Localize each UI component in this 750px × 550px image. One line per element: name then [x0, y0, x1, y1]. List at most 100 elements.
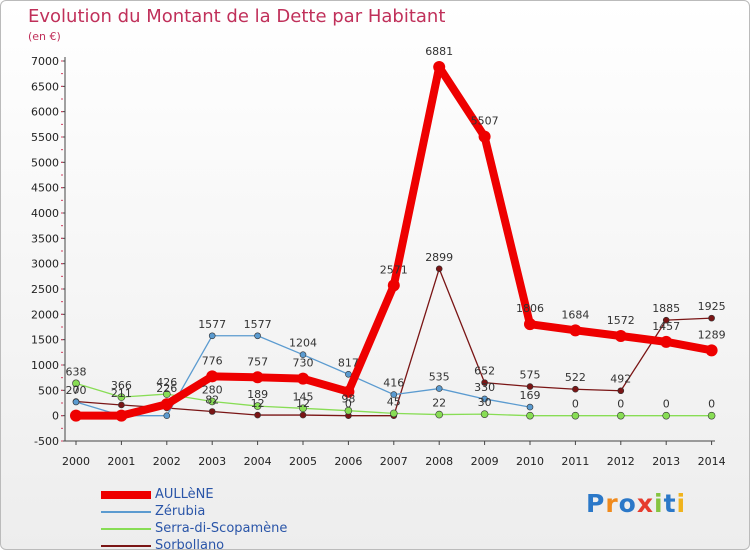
- data-point: [526, 403, 534, 411]
- data-point: [435, 265, 443, 273]
- data-label: 280: [202, 383, 223, 396]
- data-label: 330: [474, 381, 495, 394]
- data-point: [662, 411, 671, 420]
- data-label: 6881: [425, 45, 453, 58]
- data-label: 12: [251, 397, 265, 410]
- data-point: [345, 370, 352, 378]
- data-label: 522: [565, 371, 586, 384]
- chart-subtitle: (en €): [28, 30, 61, 43]
- data-label: 0: [617, 398, 624, 411]
- data-label: 22: [432, 397, 446, 410]
- data-point: [572, 385, 579, 393]
- data-label: 30: [478, 396, 492, 409]
- data-label: 1885: [652, 302, 680, 315]
- data-label: 189: [247, 388, 268, 401]
- data-point: [526, 411, 534, 420]
- data-point: [72, 379, 80, 388]
- data-label: 1577: [244, 318, 272, 331]
- data-point: [160, 398, 173, 411]
- y-tick-label: 6000: [31, 106, 59, 119]
- data-label: 652: [474, 365, 495, 378]
- legend-swatch-serra-di-scopamene: [101, 528, 151, 530]
- legend-swatch-sorbollano: [101, 545, 151, 547]
- logo-letter: o: [618, 489, 637, 518]
- logo-letter: P: [586, 489, 606, 518]
- data-label: 45: [387, 395, 401, 408]
- data-point: [253, 402, 262, 410]
- data-point: [435, 385, 443, 392]
- data-label: 169: [520, 389, 541, 402]
- data-label: 0: [572, 398, 579, 411]
- data-label: 638: [66, 365, 87, 378]
- data-label: 1572: [607, 314, 635, 327]
- data-point: [208, 397, 216, 406]
- x-tick-label: 2010: [516, 455, 544, 468]
- data-point: [478, 130, 491, 143]
- data-label: 492: [610, 373, 631, 386]
- data-label: 1577: [198, 318, 226, 331]
- chart-title: Evolution du Montant de la Dette par Hab…: [28, 6, 446, 27]
- logo-letter: t: [663, 489, 677, 518]
- legend-label-zerubia: Zérubia: [155, 504, 206, 519]
- data-point: [254, 332, 261, 340]
- data-label: 757: [247, 355, 268, 368]
- x-tick-label: 2012: [607, 455, 635, 468]
- x-tick-label: 2003: [198, 455, 226, 468]
- data-point: [299, 404, 307, 413]
- y-tick-label: 0: [52, 410, 59, 423]
- x-tick-label: 2000: [62, 455, 90, 468]
- data-label: 1925: [698, 300, 726, 313]
- x-tick-label: 2006: [334, 455, 362, 468]
- data-point: [115, 409, 128, 422]
- data-label: 5507: [471, 115, 499, 128]
- data-label: 535: [429, 371, 450, 384]
- data-label: 98: [341, 393, 355, 406]
- y-tick-label: 5000: [31, 156, 59, 169]
- y-tick-label: 3000: [31, 258, 59, 271]
- proxiti-logo: Proxiti: [586, 489, 686, 518]
- data-point: [616, 411, 625, 420]
- data-point: [163, 412, 171, 419]
- data-label: 0: [73, 384, 80, 397]
- x-tick-label: 2008: [425, 455, 453, 468]
- data-point: [481, 395, 488, 403]
- data-point: [299, 351, 307, 358]
- data-point: [342, 385, 355, 398]
- legend-label-sorbollano: Sorbollano: [155, 538, 225, 550]
- y-tick-label: 4500: [31, 182, 59, 195]
- data-point: [660, 335, 673, 348]
- data-point: [707, 411, 716, 420]
- series-line-0: [72, 63, 716, 420]
- data-point: [390, 391, 398, 398]
- data-label: 0: [663, 398, 670, 411]
- data-label: 270: [66, 384, 87, 397]
- logo-letter: r: [605, 489, 619, 518]
- data-point: [387, 279, 400, 292]
- legend-swatch-zerubia: [101, 511, 151, 513]
- logo-letter: i: [676, 489, 687, 518]
- data-point: [662, 316, 670, 324]
- data-point: [72, 398, 80, 406]
- data-point: [297, 372, 309, 385]
- data-label: 1204: [289, 337, 317, 350]
- y-tick-label: 3500: [31, 232, 59, 245]
- data-point: [708, 314, 715, 322]
- data-label: 1289: [698, 328, 726, 341]
- y-tick-label: 6500: [31, 80, 59, 93]
- data-point: [569, 324, 582, 337]
- y-tick-label: 4000: [31, 207, 59, 220]
- data-label: 817: [338, 356, 359, 369]
- data-point: [617, 387, 625, 395]
- data-point: [254, 411, 261, 419]
- data-point: [526, 383, 534, 390]
- legend-swatch-aullene: [101, 491, 151, 499]
- logo-letter: x: [636, 489, 654, 518]
- x-tick-label: 2005: [289, 455, 317, 468]
- data-point: [433, 61, 446, 74]
- data-point: [344, 406, 353, 415]
- data-label: 145: [293, 390, 314, 403]
- data-point: [481, 379, 488, 386]
- data-label: 0: [708, 398, 715, 411]
- data-label: 1457: [652, 320, 680, 333]
